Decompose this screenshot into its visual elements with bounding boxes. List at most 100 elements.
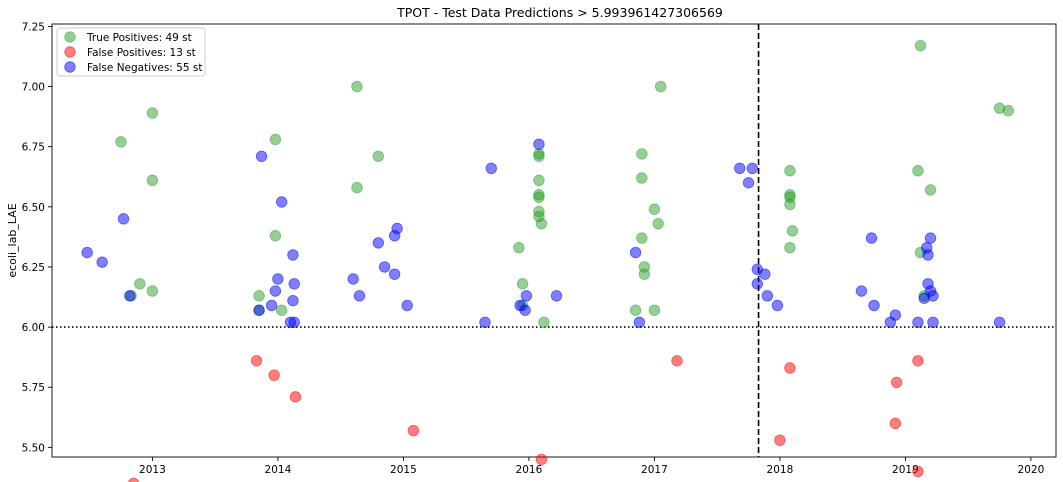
series-1 [128,355,924,482]
data-point [485,162,497,175]
data-point [786,225,799,237]
data-point [889,417,902,430]
data-point [865,232,878,244]
legend-label: False Positives: 13 st [87,47,196,59]
data-point [269,133,282,146]
data-point [146,174,159,187]
data-point [734,162,746,175]
data-point [993,316,1006,328]
data-point [652,217,664,230]
data-point [550,290,563,302]
data-point [268,369,280,381]
data-point [868,299,880,312]
data-point [742,177,755,189]
data-point [513,242,525,254]
legend-marker [64,46,76,58]
data-point [533,191,545,203]
data-point [255,150,268,163]
data-point [746,162,758,175]
data-point [265,299,278,312]
data-point [287,249,299,261]
data-point [516,278,529,290]
x-tick-label: 2015 [390,464,417,476]
data-point [784,362,796,374]
data-point [287,294,299,307]
plot-frame [51,23,1057,458]
data-point [351,80,363,93]
y-tick-label: 5.50 [22,442,45,454]
data-point [407,424,420,437]
x-tick-label: 2019 [892,464,919,476]
y-tick-label: 6.75 [22,142,45,154]
x-tick-label: 2018 [767,464,794,476]
x-tick-label: 2013 [139,464,166,476]
data-point [124,290,136,302]
data-point [372,237,385,249]
data-point [535,453,548,466]
data-point [759,268,771,280]
legend-label: True Positives: 49 st [86,32,192,44]
x-tick-label: 2017 [641,464,668,476]
y-tick-label: 5.75 [22,382,45,394]
data-point [648,304,661,316]
data-point [771,299,784,312]
series-2 [81,138,1006,328]
data-point [784,165,796,177]
data-point [912,465,924,478]
y-tick-label: 7.00 [22,82,45,94]
data-point [269,285,282,297]
data-point [519,304,531,316]
data-point [269,229,282,242]
data-point [353,290,366,302]
data-point [275,304,288,316]
data-point [855,285,868,297]
data-point [96,256,108,268]
data-point [912,316,924,328]
data-point [761,290,774,302]
data-point [538,316,550,328]
data-point [347,273,359,285]
data-point [924,184,937,196]
plot-area: 2013 2014 2015 2016 2017 2018 2019 2020 5.50 5.75… [22,21,1057,482]
data-point [636,232,648,244]
x-tick-label: 2016 [516,464,543,476]
data-point [146,107,159,119]
data-point [289,391,302,403]
data-point [922,249,934,261]
data-point [1002,104,1015,117]
data-point [638,268,651,280]
data-point [633,316,646,328]
data-point [774,434,786,446]
data-point [533,138,545,150]
data-point [401,299,413,312]
data-point [288,278,300,290]
data-point [671,355,683,367]
legend: True Positives: 49 st False Positives: 13… [56,27,206,77]
data-point [535,217,548,230]
data-point [115,136,127,148]
data-point [134,278,146,290]
legend-box [56,27,206,77]
data-point [388,268,401,280]
data-point [914,39,927,52]
data-point [654,80,667,93]
data-point [927,316,939,328]
legend-label: False Negatives: 55 st [87,62,202,74]
data-point [751,278,764,290]
y-tick-label: 6.50 [22,202,45,214]
legend-marker [64,61,76,73]
data-point [378,261,391,273]
data-point [927,290,939,302]
chart-title: TPOT - Test Data Predictions > 5.9939614… [396,5,723,20]
data-point [288,316,300,328]
data-point [272,273,284,285]
data-point [912,165,924,177]
data-point [275,196,288,208]
data-point [784,242,796,254]
data-point [629,246,642,259]
y-tick-label: 7.25 [22,21,45,33]
legend-marker [64,31,76,43]
data-point [629,304,642,316]
data-point [391,222,403,235]
y-tick-label: 6.25 [22,262,45,274]
